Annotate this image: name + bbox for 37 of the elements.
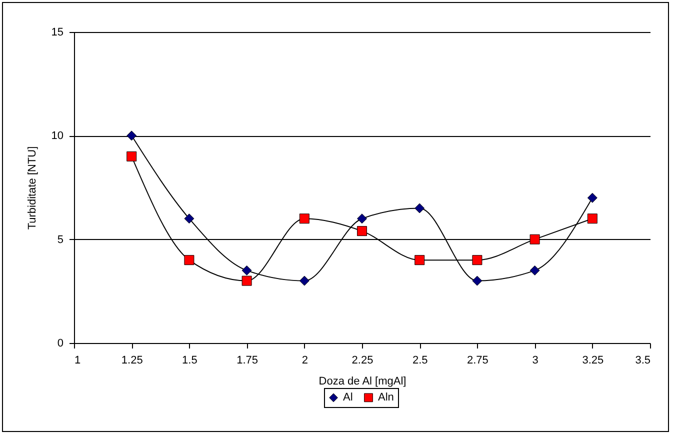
y-tick-label: 5: [57, 234, 64, 246]
point: [414, 203, 425, 214]
point: [414, 255, 425, 266]
x-tick-label: 3.25: [582, 354, 604, 366]
point: [530, 234, 540, 244]
point: [299, 276, 310, 286]
point: [357, 226, 367, 236]
point: [587, 214, 598, 224]
legend-label: Al: [343, 392, 353, 404]
x-tick-label: 1.5: [182, 354, 198, 366]
point: [472, 255, 482, 266]
point: [184, 214, 194, 224]
x-tick-label: 1.75: [236, 354, 258, 366]
point: [242, 276, 252, 286]
y-tick-label: 0: [57, 338, 64, 350]
point: [472, 276, 482, 286]
point: [299, 214, 310, 224]
point: [587, 192, 598, 203]
point: [357, 214, 367, 224]
x-tick-label: 1: [74, 354, 81, 366]
y-tick-label: 15: [51, 26, 64, 38]
point: [530, 265, 540, 276]
x-tick-label: 3: [532, 354, 538, 366]
point: [126, 151, 137, 162]
point: [126, 130, 137, 141]
y-axis-title: Turbiditate [NTU]: [26, 146, 38, 230]
x-tick-label: 2.25: [352, 354, 374, 366]
point: [242, 265, 252, 276]
x-tick-label: 2.5: [412, 354, 428, 366]
x-tick-label: 1.25: [121, 354, 143, 366]
x-tick-label: 2.75: [466, 354, 488, 366]
legend-label: Aln: [378, 392, 394, 404]
x-tick-label: 3.5: [635, 354, 650, 366]
x-tick-label: 2: [302, 354, 308, 366]
point: [184, 255, 194, 266]
y-tick-label: 10: [51, 130, 64, 142]
x-axis-title: Doza de Al [mgAl]: [318, 376, 406, 388]
